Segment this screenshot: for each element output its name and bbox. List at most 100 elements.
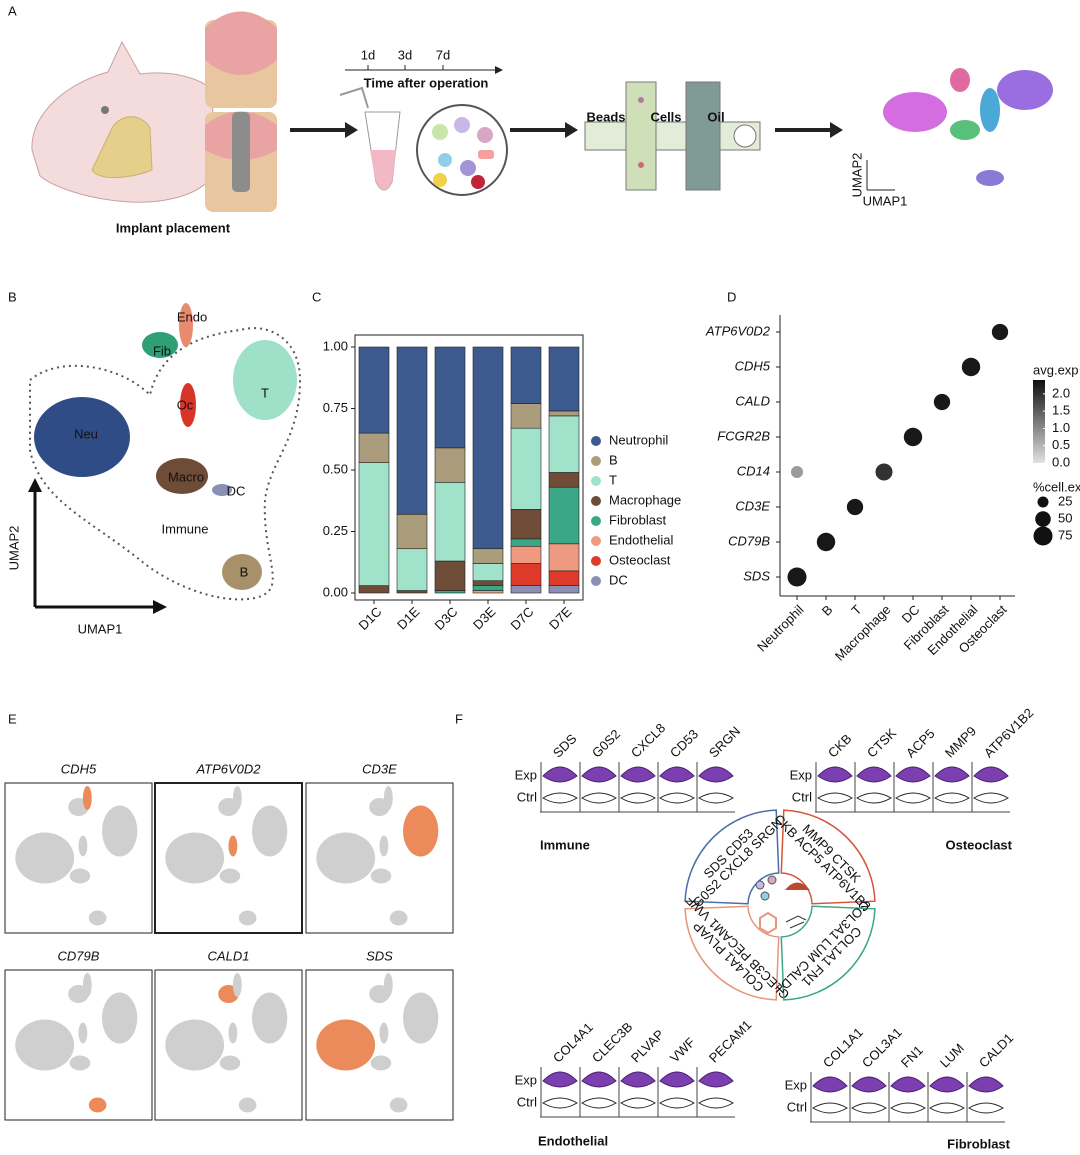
chip-label: Cells bbox=[650, 109, 681, 124]
bar-segment bbox=[472, 585, 504, 591]
bar-segment bbox=[510, 585, 542, 594]
legend-label: T bbox=[609, 472, 617, 487]
bead bbox=[638, 97, 644, 103]
cell bbox=[454, 117, 470, 133]
bar-segment bbox=[548, 570, 580, 586]
violin-exp bbox=[968, 1076, 1004, 1093]
violin-exp bbox=[659, 1071, 695, 1088]
cell bbox=[460, 160, 476, 176]
bar-segment bbox=[358, 585, 390, 594]
violin-exp bbox=[851, 1076, 887, 1093]
cluster-label: Macro bbox=[168, 469, 204, 484]
color-tick-label: 1.0 bbox=[1052, 420, 1070, 435]
umap-blob bbox=[238, 1097, 257, 1113]
panel-label: E bbox=[8, 711, 17, 726]
y-tick-label: 0.50 bbox=[323, 461, 348, 476]
bar-segment bbox=[434, 346, 466, 449]
violin-ctrl bbox=[620, 1097, 656, 1109]
umap-blob bbox=[252, 992, 288, 1044]
bar-segment bbox=[548, 472, 580, 488]
mini-umap-blob bbox=[997, 70, 1053, 110]
gene-label: PECAM1 bbox=[706, 1017, 754, 1065]
umap-blob bbox=[165, 1019, 225, 1071]
violin-exp bbox=[542, 1071, 578, 1088]
legend-swatch bbox=[591, 496, 601, 506]
violin-exp bbox=[542, 766, 578, 783]
gene-label: SRGN bbox=[706, 723, 743, 760]
dot bbox=[787, 567, 807, 587]
bar-segment bbox=[548, 543, 580, 572]
umap-blob bbox=[370, 1055, 392, 1071]
color-tick-label: 1.5 bbox=[1052, 403, 1070, 418]
legend-label: Fibroblast bbox=[609, 512, 666, 527]
umap-art bbox=[28, 303, 302, 614]
violin-ctrl bbox=[968, 1102, 1004, 1114]
group-name: Fibroblast bbox=[947, 1136, 1011, 1151]
bar-segment bbox=[510, 346, 542, 404]
violin-ctrl bbox=[890, 1102, 926, 1114]
gene-title: CD3E bbox=[362, 761, 397, 776]
violin-exp bbox=[895, 766, 931, 783]
violin-ctrl bbox=[659, 792, 695, 804]
legend-title: %cell.exp bbox=[1033, 479, 1080, 494]
y-tick-label: CALD bbox=[735, 393, 770, 408]
umap-blob bbox=[219, 1055, 241, 1071]
gene-title: CD79B bbox=[58, 948, 100, 963]
violin-ctrl bbox=[620, 792, 656, 804]
cell bbox=[433, 173, 447, 187]
cluster-fib bbox=[142, 332, 178, 358]
plot-frame bbox=[354, 334, 584, 601]
ring-segment bbox=[780, 905, 876, 1001]
size-key bbox=[1037, 496, 1049, 508]
droplet bbox=[733, 124, 757, 148]
gene-label: ACP5 bbox=[903, 726, 938, 761]
violin-exp bbox=[698, 766, 734, 783]
bead bbox=[638, 162, 644, 168]
row-label: Ctrl bbox=[787, 1099, 807, 1114]
x-tick-label: Neutrophil bbox=[754, 602, 807, 655]
bar-segment bbox=[396, 590, 428, 594]
y-tick-label: 0.75 bbox=[323, 400, 348, 415]
violin-exp bbox=[817, 766, 853, 783]
umap-blob bbox=[232, 786, 242, 810]
cell bbox=[477, 127, 493, 143]
umap-blob bbox=[69, 868, 91, 884]
gene-label: LUM bbox=[937, 1041, 967, 1071]
x-tick-label: D1C bbox=[356, 604, 385, 633]
umap-blob bbox=[379, 835, 389, 857]
cluster-macro bbox=[156, 458, 208, 494]
umap-blob bbox=[316, 1019, 376, 1071]
legend-swatch bbox=[591, 536, 601, 546]
cell bbox=[471, 175, 485, 189]
gene-label: CLEC3B bbox=[589, 1019, 635, 1065]
axis-label: UMAP1 bbox=[78, 621, 123, 636]
legend-swatch bbox=[591, 456, 601, 466]
row-label: Ctrl bbox=[517, 1094, 537, 1109]
umap-blob bbox=[238, 910, 257, 926]
violin-exp bbox=[856, 766, 892, 783]
dot bbox=[790, 465, 804, 479]
violin-ctrl bbox=[581, 792, 617, 804]
color-tick-label: 0.0 bbox=[1052, 454, 1070, 469]
bar-segment bbox=[548, 415, 580, 473]
bar-segment bbox=[434, 590, 466, 594]
umap-blob bbox=[389, 910, 408, 926]
cell bbox=[432, 124, 448, 140]
gene-label: ATP6V1B2 bbox=[981, 705, 1036, 760]
day-label: 1d bbox=[361, 47, 375, 62]
umap-blob bbox=[228, 835, 238, 857]
chip-channel bbox=[584, 121, 761, 151]
row-label: Exp bbox=[515, 1072, 537, 1087]
umap-blob bbox=[102, 992, 138, 1044]
legend-swatch bbox=[591, 556, 601, 566]
umap-blob bbox=[15, 1019, 75, 1071]
group-label: Immune bbox=[162, 521, 209, 536]
violin-exp bbox=[973, 766, 1009, 783]
workflow-art bbox=[31, 11, 1053, 212]
umap-blob bbox=[82, 786, 92, 810]
vessel-icon bbox=[759, 911, 777, 935]
legend-label: Endothelial bbox=[609, 532, 673, 547]
size-key bbox=[1033, 526, 1053, 546]
gene-label: MMP9 bbox=[942, 723, 979, 760]
bar-segment bbox=[358, 432, 390, 463]
